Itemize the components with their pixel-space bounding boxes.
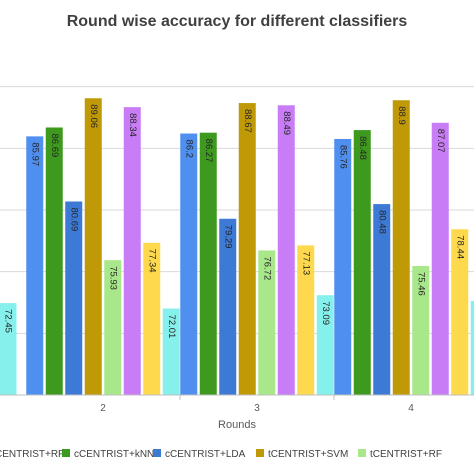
x-axis: 2 3 4 (0, 394, 474, 414)
bar-value-label: 88.34 (127, 113, 138, 137)
bar-value-label: 87.07 (435, 129, 446, 153)
bar-value-label: 79.29 (222, 225, 233, 249)
bar-series-5-cat-1 (277, 105, 295, 395)
legend-label: tCENTRIST+SVM (268, 449, 348, 460)
bar-value-label: 88.9 (396, 106, 407, 125)
bar-series-4-cat-1 (258, 250, 276, 395)
bar-value-label: 80.48 (376, 210, 387, 234)
legend-label: tCENTRIST+RF (370, 449, 442, 460)
bar-value-label: 86.48 (357, 136, 368, 160)
bar-series-7-cat-0 (162, 308, 180, 395)
bar-value-label: 80.69 (68, 207, 79, 231)
bar-series-2-cat-1 (219, 218, 237, 395)
bar-value-label: 75.46 (415, 272, 426, 296)
legend-swatch (256, 449, 264, 457)
bar-series-1-cat-1 (199, 132, 217, 396)
bar-value-label: 72.45 (3, 309, 14, 333)
x-tick-label: 4 (408, 403, 414, 414)
bar-series-5-cat-2 (431, 122, 449, 395)
legend-label: cCENTRIST+RF (0, 449, 64, 460)
bar-value-label: 72.01 (166, 315, 177, 339)
bar-series-3-cat-1 (238, 103, 256, 395)
bar-value-label: 86.27 (203, 139, 214, 163)
bar-series-1-cat-0 (45, 127, 63, 396)
bar-series-0-cat-2 (334, 138, 352, 395)
bar-value-label: 89.06 (88, 104, 99, 128)
bar-value-label: 86.2 (183, 140, 194, 159)
legend-swatch (62, 449, 70, 457)
bar-value-label: 88.67 (242, 109, 253, 133)
bar-value-label: 73.09 (320, 301, 331, 325)
bar-series-3-cat-2 (392, 100, 410, 395)
legend-label: cCENTRIST+LDA (165, 449, 246, 460)
bar-series-6-cat-2 (451, 229, 469, 395)
bar-value-label: 88.49 (281, 111, 292, 135)
bar-value-label: 75.93 (107, 266, 118, 290)
bar-series-0-cat-1 (180, 133, 198, 396)
bar-series-6-cat-0 (143, 242, 161, 395)
x-tick-label: 3 (254, 403, 260, 414)
x-tick-label: 2 (100, 403, 106, 414)
bar-series-7-cat-2 (470, 301, 474, 395)
bar-series-4-cat-2 (412, 265, 430, 395)
bar-series-7-cat-1 (316, 295, 334, 395)
bar-series-5-cat-0 (123, 107, 141, 395)
bar-value-label: 77.34 (146, 249, 157, 273)
legend-label: cCENTRIST+kNN (74, 449, 154, 460)
bar-series-6-cat-1 (297, 245, 315, 395)
bar-series-0-cat-0 (26, 136, 44, 395)
bars (0, 98, 474, 396)
legend-swatch (358, 449, 366, 457)
x-axis-label: Rounds (218, 419, 256, 431)
value-labels: 72.45 85.97 86.2 85.76 86.69 86.27 86.48 80.69 7… (3, 104, 474, 338)
bar-value-label: 85.76 (337, 145, 348, 169)
bar-value-label: 86.69 (49, 133, 60, 157)
legend-swatch (153, 449, 161, 457)
chart-title: Round wise accuracy for different classi… (67, 13, 408, 30)
legend: cCENTRIST+RF cCENTRIST+kNN cCENTRIST+LDA tC… (0, 449, 442, 460)
bar-partial-left (0, 303, 17, 395)
bar-value-label: 78.44 (454, 235, 465, 259)
bar-value-label: 77.13 (300, 251, 311, 275)
bar-value-label: 76.72 (261, 256, 272, 280)
bar-series-1-cat-2 (353, 130, 371, 395)
bar-series-2-cat-0 (65, 201, 83, 395)
bar-value-label: 85.97 (29, 142, 40, 166)
bar-series-4-cat-0 (104, 260, 122, 395)
bar-series-2-cat-2 (373, 204, 391, 395)
bar-series-3-cat-0 (84, 98, 102, 395)
